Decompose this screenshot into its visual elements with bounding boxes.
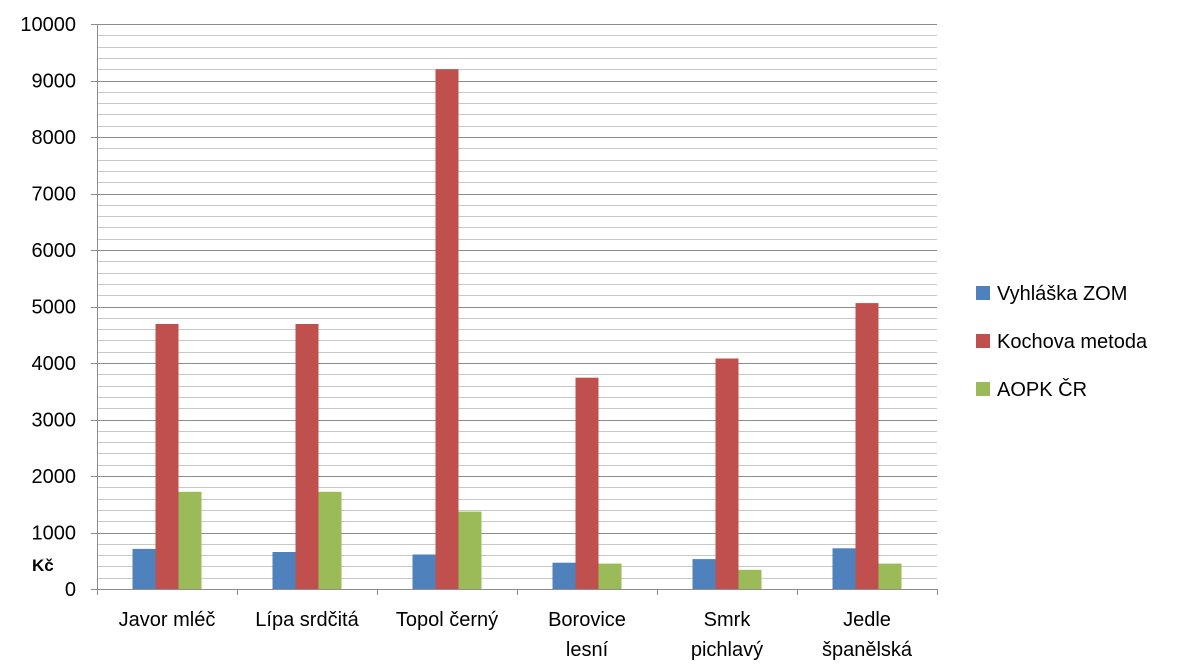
legend-swatch xyxy=(976,334,990,348)
y-tick-label: 0 xyxy=(65,579,76,601)
x-tick-label: Lípa srdčitá xyxy=(255,609,359,631)
bar-kochova-metoda-4 xyxy=(715,358,739,589)
x-axis-tick-labels: Javor mléč Lípa srdčitá Topol černý Borovic… xyxy=(119,609,913,661)
bar-aopk-r-1 xyxy=(318,491,342,589)
bar-vyhl-ka-zom-0 xyxy=(132,548,156,589)
x-tick-label: Borovice lesní xyxy=(548,609,626,661)
axes xyxy=(91,24,938,595)
bar-kochova-metoda-5 xyxy=(855,303,879,589)
x-tick-label: Smrk pichlavý xyxy=(691,609,763,661)
bar-vyhl-ka-zom-5 xyxy=(832,548,856,589)
y-tick-label: 4000 xyxy=(32,353,77,375)
y-unit-label: Kč xyxy=(32,556,54,575)
y-tick-label: 5000 xyxy=(32,297,77,319)
legend-label: Kochova metoda xyxy=(997,331,1148,353)
bar-vyhl-ka-zom-2 xyxy=(412,554,436,589)
legend-swatch xyxy=(976,286,990,300)
x-tick-label: Topol černý xyxy=(396,609,498,631)
bar-kochova-metoda-2 xyxy=(435,69,459,589)
gridlines xyxy=(97,24,937,579)
legend-swatch xyxy=(976,382,990,396)
bar-kochova-metoda-3 xyxy=(575,377,599,589)
y-tick-label: 6000 xyxy=(32,240,77,262)
x-tick-label: Jedle španělská xyxy=(822,609,913,661)
bar-kochova-metoda-1 xyxy=(295,324,319,589)
bar-vyhl-ka-zom-3 xyxy=(552,562,576,589)
bar-aopk-r-5 xyxy=(878,563,902,589)
legend-item-2: AOPK ČR xyxy=(976,378,1087,401)
y-tick-label: 2000 xyxy=(32,466,77,488)
y-tick-label: 3000 xyxy=(32,410,77,432)
x-tick-label: Javor mléč xyxy=(119,609,216,631)
bar-kochova-metoda-0 xyxy=(155,324,179,589)
bar-vyhl-ka-zom-4 xyxy=(692,559,716,589)
legend-item-1: Kochova metoda xyxy=(976,331,1148,353)
y-axis-tick-labels: 0 1000 2000 3000 4000 5000 6000 7000 8000 9000 100… xyxy=(20,14,76,601)
bar-aopk-r-4 xyxy=(738,569,762,589)
bar-aopk-r-2 xyxy=(458,511,482,589)
legend: Vyhláška ZOM Kochova metoda AOPK ČR xyxy=(976,283,1148,401)
bar-aopk-r-0 xyxy=(178,491,202,589)
bar-aopk-r-3 xyxy=(598,563,622,589)
legend-label: AOPK ČR xyxy=(997,378,1087,401)
bars xyxy=(132,69,902,589)
y-tick-label: 9000 xyxy=(32,71,77,93)
legend-label: Vyhláška ZOM xyxy=(997,283,1127,305)
y-tick-label: 10000 xyxy=(20,14,76,36)
bar-vyhl-ka-zom-1 xyxy=(272,552,296,589)
y-tick-label: 8000 xyxy=(32,127,77,149)
legend-item-0: Vyhláška ZOM xyxy=(976,283,1127,305)
y-tick-label: 7000 xyxy=(32,184,77,206)
y-tick-label: 1000 xyxy=(32,523,77,545)
